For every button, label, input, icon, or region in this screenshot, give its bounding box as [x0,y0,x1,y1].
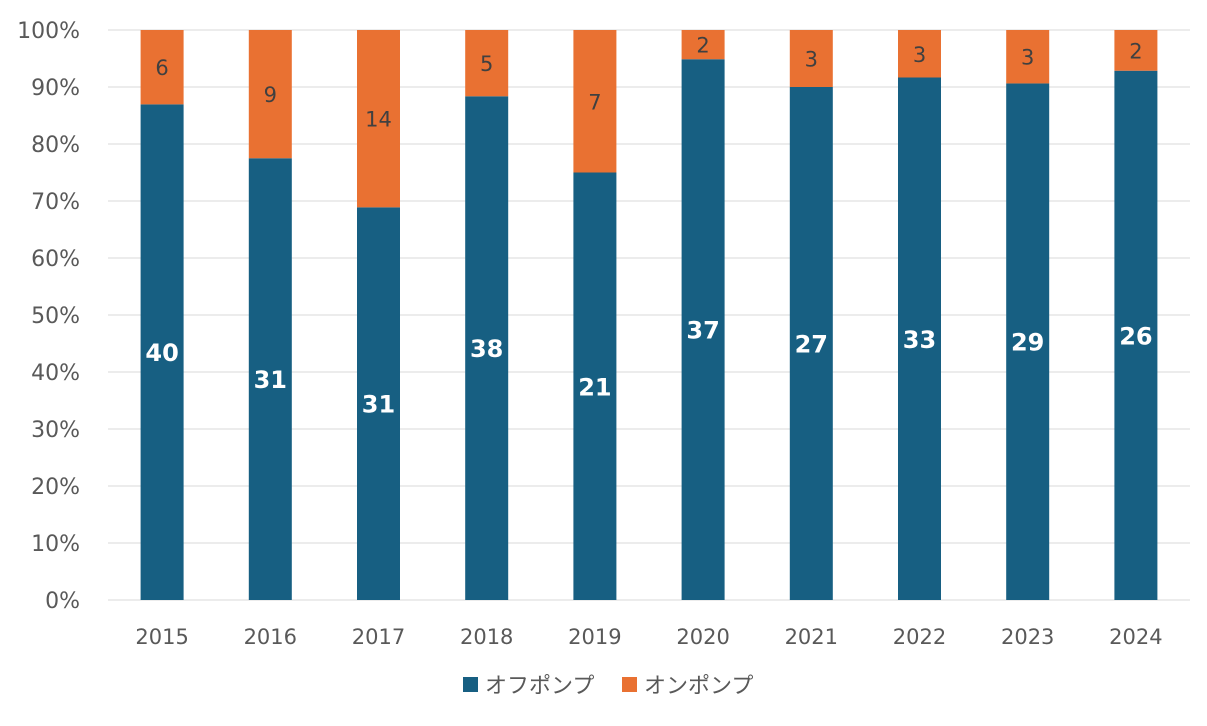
x-tick-label: 2020 [676,625,729,649]
x-tick-label: 2017 [352,625,405,649]
data-label-off-pump: 38 [470,335,503,363]
x-tick-label: 2022 [893,625,946,649]
bar-on-pump [1006,30,1050,84]
bar-on-pump [357,30,400,208]
data-label-off-pump: 21 [578,373,611,401]
data-label-on-pump: 9 [264,83,277,107]
y-tick-label: 0% [45,589,80,614]
bar-on-pump [681,30,725,60]
bar-off-pump [357,207,400,601]
data-label-on-pump: 7 [588,90,601,114]
legend-item-on-pump: オンポンプ [622,674,753,699]
x-tick-label: 2016 [244,625,297,649]
bar-on-pump [789,30,833,87]
y-tick-label: 50% [31,304,80,329]
data-label-off-pump: 37 [686,317,719,345]
x-tick-label: 2024 [1109,625,1162,649]
bar-off-pump [465,96,509,601]
bar-on-pump [465,30,509,97]
y-tick-label: 30% [31,418,80,443]
y-tick-label: 60% [31,247,80,272]
y-tick-label: 90% [31,76,80,101]
bar-on-pump [1114,30,1158,71]
legend-item-off-pump: オフポンプ [463,674,594,699]
bar-off-pump [1006,83,1050,600]
y-tick-label: 100% [17,19,80,44]
data-label-on-pump: 5 [480,52,493,76]
bar-on-pump [573,30,617,173]
bar-off-pump [1114,70,1158,600]
bar-off-pump [140,104,184,600]
x-axis-ticks: 2015 2016 2017 2018 2019 2020 2021 2022 2023 2024 [135,625,1162,649]
x-tick-label: 2018 [460,625,513,649]
y-tick-label: 40% [31,361,80,386]
x-tick-label: 2021 [785,625,838,649]
bar-off-pump [789,87,833,600]
data-label-off-pump: 27 [795,331,828,359]
y-tick-label: 80% [31,133,80,158]
bar-off-pump [898,77,941,600]
bar-off-pump [681,59,725,600]
x-tick-label: 2019 [568,625,621,649]
bar-on-pump [140,30,184,105]
bar-on-pump [898,30,941,78]
bars [140,30,1158,601]
x-tick-label: 2015 [135,625,188,649]
data-label-on-pump: 14 [365,108,392,132]
y-tick-label: 20% [31,475,80,500]
data-label-on-pump: 2 [1129,39,1142,63]
data-label-on-pump: 2 [696,34,709,58]
data-label-on-pump: 3 [913,43,926,67]
data-label-off-pump: 40 [145,339,178,367]
y-tick-label: 70% [31,190,80,215]
data-label-on-pump: 3 [1021,46,1034,70]
data-label-on-pump: 6 [155,56,168,80]
data-label-off-pump: 31 [254,366,287,394]
legend: オフポンプ オンポンプ [463,674,753,699]
y-tick-label: 10% [31,532,80,557]
x-tick-label: 2023 [1001,625,1054,649]
legend-label: オフポンプ [485,674,594,699]
y-axis-ticks: 0% 10% 20% 30% 40% 50% 60% 70% 80% 90% 100% [17,19,80,614]
bar-on-pump [248,30,292,159]
legend-swatch [463,677,478,692]
bar-off-pump [573,172,617,600]
legend-swatch [622,677,637,692]
legend-label: オンポンプ [644,674,753,699]
data-label-off-pump: 31 [362,391,395,419]
bar-off-pump [248,158,292,600]
data-label-off-pump: 29 [1011,329,1044,357]
data-label-on-pump: 3 [805,48,818,72]
data-label-off-pump: 33 [903,326,936,354]
data-label-off-pump: 26 [1119,322,1152,350]
